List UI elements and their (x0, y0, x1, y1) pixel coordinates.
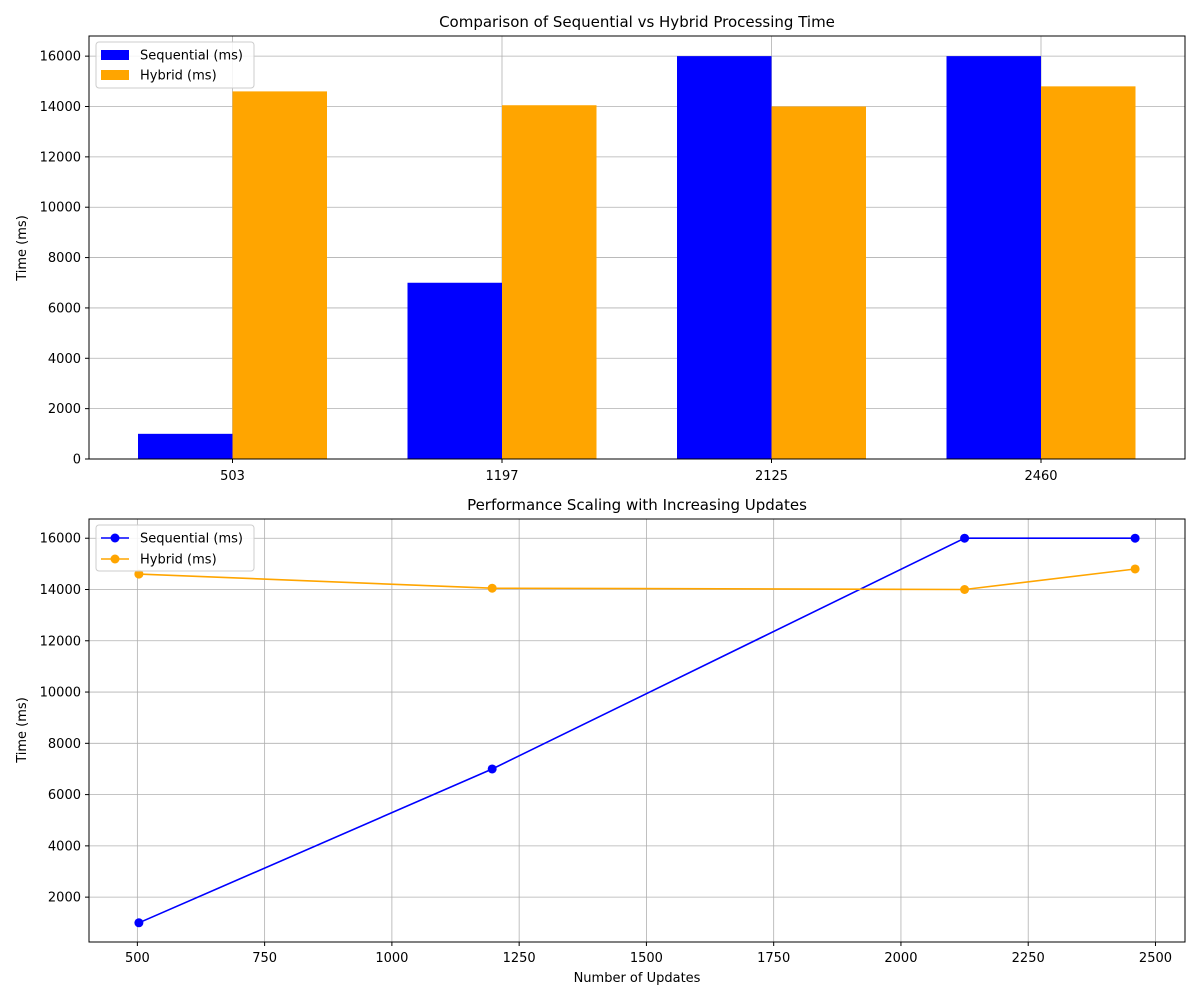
y-tick-label: 14000 (40, 583, 81, 598)
y-tick-label: 6000 (48, 788, 81, 803)
bar-chart: Comparison of Sequential vs Hybrid Proce… (15, 13, 1186, 484)
bar-hybrid (771, 106, 866, 459)
chart-title: Comparison of Sequential vs Hybrid Proce… (439, 13, 835, 31)
y-tick-label: 8000 (48, 737, 81, 752)
y-tick-label: 0 (73, 453, 81, 468)
y-tick-label: 4000 (48, 352, 81, 367)
point-sequential (960, 533, 970, 543)
y-tick-label: 4000 (48, 839, 81, 854)
bar-hybrid (232, 91, 327, 460)
chart-title: Performance Scaling with Increasing Upda… (467, 496, 807, 514)
x-tick-label: 2125 (755, 469, 788, 484)
legend-box (95, 524, 255, 572)
x-axis-label: Number of Updates (574, 971, 701, 986)
y-tick-label: 12000 (40, 150, 81, 165)
legend-label: Sequential (ms) (140, 49, 243, 64)
legend-swatch (101, 70, 129, 80)
y-tick-label: 10000 (40, 201, 81, 216)
line-chart: Performance Scaling with Increasing Upda… (15, 496, 1186, 986)
line-hybrid (138, 568, 1136, 591)
y-axis-label: Time (ms) (15, 697, 30, 764)
y-tick-label: 2000 (48, 891, 81, 906)
y-tick-label: 8000 (48, 251, 81, 266)
x-tick-label: 1250 (503, 951, 536, 966)
x-tick-label: 1197 (485, 469, 518, 484)
x-tick-label: 503 (220, 469, 245, 484)
y-tick-label: 6000 (48, 301, 81, 316)
point-hybrid (487, 583, 497, 593)
bar-hybrid (1041, 86, 1136, 459)
legend: Sequential (ms) Hybrid (ms) (95, 524, 255, 572)
legend-label: Hybrid (ms) (140, 553, 217, 568)
bar-sequential (677, 56, 772, 460)
series-lines (134, 533, 1140, 928)
legend-box (95, 41, 255, 89)
x-tick-label: 1000 (375, 951, 408, 966)
x-tick-label: 750 (252, 951, 277, 966)
point-sequential (1130, 533, 1140, 543)
ticks: 2000 4000 6000 8000 10000 12000 14000 16000 500 7… (40, 532, 1172, 966)
x-tick-label: 2250 (1012, 951, 1045, 966)
y-tick-label: 16000 (40, 50, 81, 65)
y-tick-label: 10000 (40, 686, 81, 701)
point-hybrid (1130, 564, 1140, 574)
x-tick-label: 500 (125, 951, 150, 966)
point-sequential (134, 918, 144, 928)
plot-frame (88, 518, 1186, 943)
y-axis-label: Time (ms) (15, 215, 30, 282)
point-hybrid (960, 585, 970, 594)
y-tick-label: 16000 (40, 532, 81, 547)
legend-label: Hybrid (ms) (140, 69, 217, 84)
y-tick-label: 14000 (40, 100, 81, 115)
x-tick-label: 1750 (757, 951, 790, 966)
legend-marker (110, 533, 120, 543)
plot-frame (88, 35, 1186, 460)
legend-label: Sequential (ms) (140, 532, 243, 547)
bar-sequential (407, 282, 502, 459)
legend: Sequential (ms) Hybrid (ms) (95, 41, 255, 89)
legend-marker (110, 554, 120, 564)
line-sequential (138, 537, 1136, 924)
ticks: 0 2000 4000 6000 8000 10000 12000 14000 16000 503… (40, 50, 1058, 484)
y-tick-label: 12000 (40, 634, 81, 649)
grid-lines (89, 519, 1185, 942)
x-tick-label: 2460 (1024, 469, 1057, 484)
bars (138, 56, 1136, 460)
bar-sequential (946, 56, 1041, 460)
y-tick-label: 2000 (48, 402, 81, 417)
x-tick-label: 2000 (884, 951, 917, 966)
bar-hybrid (502, 105, 597, 459)
x-tick-label: 2500 (1139, 951, 1172, 966)
x-tick-label: 1500 (630, 951, 663, 966)
legend-swatch (101, 50, 129, 60)
point-hybrid (134, 569, 144, 579)
point-sequential (487, 764, 497, 774)
bar-sequential (138, 433, 233, 459)
